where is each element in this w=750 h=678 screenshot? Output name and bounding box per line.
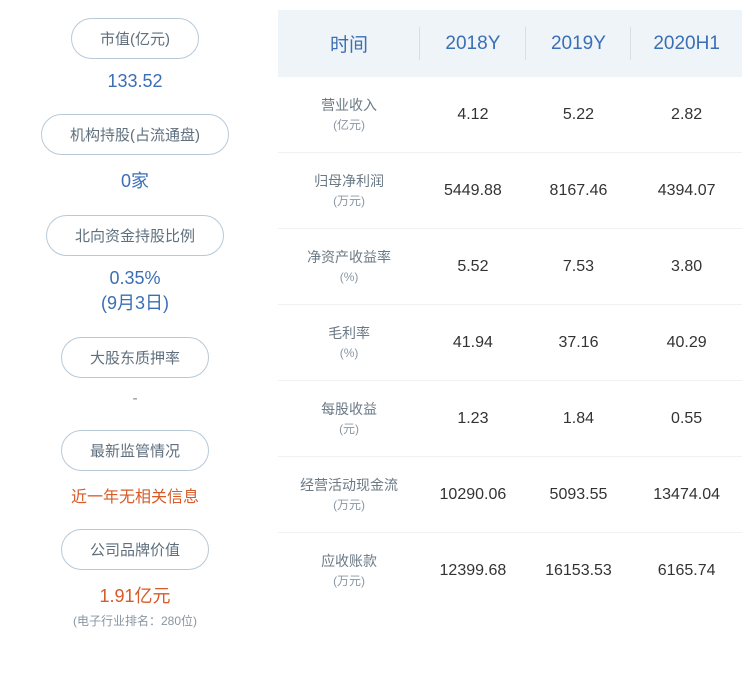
row-label: 归母净利润(万元)	[278, 153, 420, 229]
cell: 5093.55	[526, 457, 632, 533]
cell: 0.55	[631, 381, 742, 457]
cell: 6165.74	[631, 533, 742, 609]
financial-table-panel: 时间 2018Y 2019Y 2020H1 营业收入(亿元) 4.12 5.22…	[270, 0, 750, 678]
row-label: 营业收入(亿元)	[278, 77, 420, 153]
th-2019: 2019Y	[526, 10, 632, 77]
cell: 5.52	[420, 229, 526, 305]
row-label: 毛利率(%)	[278, 305, 420, 381]
cell: 13474.04	[631, 457, 742, 533]
table-row: 每股收益(元) 1.23 1.84 0.55	[278, 381, 742, 457]
cell: 41.94	[420, 305, 526, 381]
table-body: 营业收入(亿元) 4.12 5.22 2.82 归母净利润(万元) 5449.8…	[278, 77, 742, 608]
northbound-value-sub: (9月3日)	[101, 293, 169, 313]
table-row: 毛利率(%) 41.94 37.16 40.29	[278, 305, 742, 381]
brand-value: 1.91亿元	[99, 582, 170, 608]
regulation-pill: 最新监管情况	[61, 430, 209, 471]
cell: 2.82	[631, 77, 742, 153]
table-header-row: 时间 2018Y 2019Y 2020H1	[278, 10, 742, 77]
brand-value-sub: (电子行业排名：280位)	[73, 612, 197, 629]
table-row: 营业收入(亿元) 4.12 5.22 2.82	[278, 77, 742, 153]
table-row: 经营活动现金流(万元) 10290.06 5093.55 13474.04	[278, 457, 742, 533]
market-cap-pill: 市值(亿元)	[71, 18, 199, 59]
left-info-panel: 市值(亿元) 133.52 机构持股(占流通盘) 0家 北向资金持股比例 0.3…	[0, 0, 270, 678]
institution-hold-pill: 机构持股(占流通盘)	[41, 114, 229, 155]
cell: 40.29	[631, 305, 742, 381]
cell: 4394.07	[631, 153, 742, 229]
cell: 8167.46	[526, 153, 632, 229]
row-label: 每股收益(元)	[278, 381, 420, 457]
cell: 5449.88	[420, 153, 526, 229]
northbound-value-main: 0.35%	[109, 268, 160, 288]
cell: 10290.06	[420, 457, 526, 533]
cell: 7.53	[526, 229, 632, 305]
northbound-pill: 北向资金持股比例	[46, 215, 224, 256]
table-row: 应收账款(万元) 12399.68 16153.53 6165.74	[278, 533, 742, 609]
cell: 4.12	[420, 77, 526, 153]
table-row: 净资产收益率(%) 5.52 7.53 3.80	[278, 229, 742, 305]
brand-value-pill: 公司品牌价值	[61, 529, 209, 570]
pledge-value: -	[132, 390, 137, 408]
cell: 5.22	[526, 77, 632, 153]
cell: 37.16	[526, 305, 632, 381]
row-label: 经营活动现金流(万元)	[278, 457, 420, 533]
cell: 1.23	[420, 381, 526, 457]
th-time: 时间	[278, 10, 420, 77]
financial-table: 时间 2018Y 2019Y 2020H1 营业收入(亿元) 4.12 5.22…	[278, 10, 742, 608]
cell: 3.80	[631, 229, 742, 305]
cell: 12399.68	[420, 533, 526, 609]
northbound-value: 0.35% (9月3日)	[101, 268, 169, 315]
pledge-pill: 大股东质押率	[61, 337, 209, 378]
table-row: 归母净利润(万元) 5449.88 8167.46 4394.07	[278, 153, 742, 229]
row-label: 净资产收益率(%)	[278, 229, 420, 305]
market-cap-value: 133.52	[107, 71, 162, 92]
row-label: 应收账款(万元)	[278, 533, 420, 609]
cell: 16153.53	[526, 533, 632, 609]
institution-hold-value: 0家	[121, 167, 149, 193]
regulation-value: 近一年无相关信息	[71, 483, 199, 507]
th-2018: 2018Y	[420, 10, 526, 77]
th-2020h1: 2020H1	[631, 10, 742, 77]
cell: 1.84	[526, 381, 632, 457]
